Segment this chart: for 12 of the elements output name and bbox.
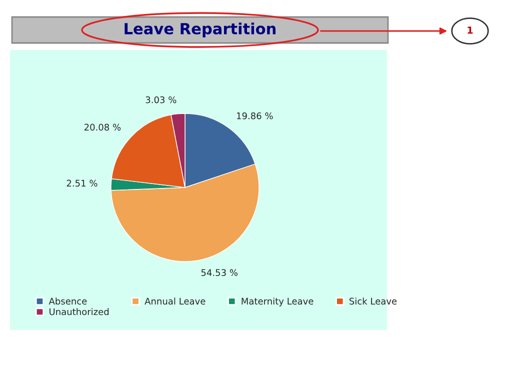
data-label: 3.03 %: [146, 96, 176, 104]
legend-label: Unauthorized: [50, 308, 109, 316]
data-label: 19.86 %: [237, 112, 273, 120]
data-label: 2.51 %: [66, 180, 98, 187]
text: 1: [468, 26, 473, 34]
legend-label: Maternity Leave: [242, 298, 314, 306]
data-label: 20.08 %: [84, 124, 121, 131]
chart-title: Leave Repartition: [124, 22, 276, 38]
data-label: 54.53 %: [201, 269, 238, 276]
legend-label: Sick Leave: [350, 298, 397, 305]
legend-label: Absence: [48, 298, 87, 305]
legend-label: Annual Leave: [144, 298, 206, 305]
